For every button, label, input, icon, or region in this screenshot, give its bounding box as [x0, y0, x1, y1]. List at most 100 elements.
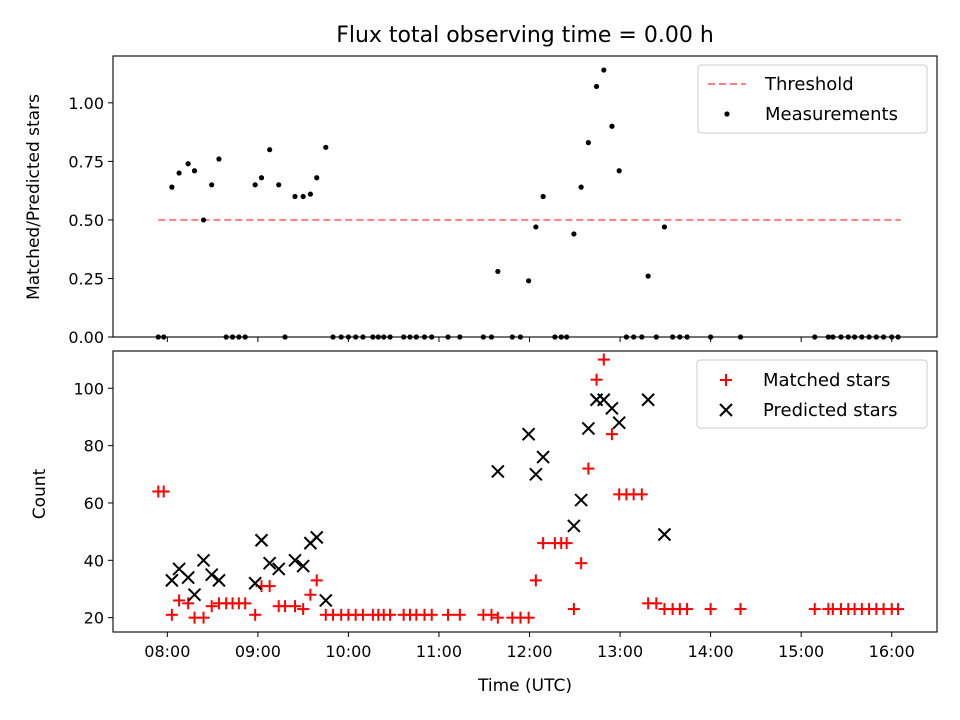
count-y-tick-label: 100	[73, 379, 104, 398]
matched-star-point	[453, 608, 466, 621]
count-y-tick-label: 80	[84, 437, 104, 456]
measurement-point	[533, 224, 539, 230]
matched-star-point	[310, 574, 323, 587]
matched-star-point	[560, 537, 573, 550]
matched-star-point	[442, 608, 455, 621]
matched-star-point	[249, 608, 262, 621]
count-y-tick-label: 60	[84, 494, 104, 513]
measurement-point	[185, 161, 191, 167]
matched-star-point	[597, 353, 610, 366]
measurement-point	[169, 184, 175, 190]
predicted-star-point	[310, 530, 324, 545]
predicted-star-point	[296, 559, 310, 573]
matched-star-point	[529, 574, 542, 587]
matched-star-point	[173, 594, 186, 607]
predicted-stars-legend-label: Predicted stars	[763, 400, 897, 421]
ratio-y-axis-ticks: 0.00 0.25 0.50 0.75 1.00	[68, 94, 113, 347]
predicted-star-point	[262, 556, 277, 570]
measurement-point	[300, 193, 306, 200]
count-x-tick-label: 11:00	[416, 642, 462, 661]
ratio-x-axis-ticks	[166, 337, 893, 342]
matched-star-point	[567, 603, 580, 616]
predicted-star-point	[204, 567, 219, 582]
measurements-legend-swatch	[724, 111, 730, 117]
matched-star-point	[182, 597, 195, 610]
matched-star-point	[384, 608, 397, 621]
count-x-tick-label: 13:00	[597, 642, 643, 661]
count-y-axis-label: Count	[30, 468, 50, 519]
ratio-y-tick-label: 1.00	[68, 94, 104, 113]
matched-star-point	[522, 611, 535, 624]
predicted-star-point	[212, 573, 226, 588]
predicted-star-point	[567, 519, 581, 533]
predicted-star-point	[187, 588, 202, 602]
matched-star-point	[263, 580, 276, 593]
predicted-star-point	[529, 467, 543, 482]
predicted-star-point	[574, 493, 588, 507]
matched-star-point	[289, 600, 302, 613]
matched-star-point	[590, 373, 603, 386]
matched-star-point	[892, 603, 905, 616]
measurement-point	[258, 175, 265, 181]
measurement-point	[252, 182, 258, 188]
time-x-axis-label: Time (UTC)	[477, 676, 572, 696]
predicted-star-point	[536, 450, 550, 464]
count-x-tick-label: 12:00	[506, 642, 552, 661]
matched-star-point	[304, 588, 317, 601]
matched-stars-legend-swatch	[720, 374, 732, 386]
measurement-point	[176, 170, 182, 176]
matched-star-point	[485, 608, 498, 621]
ratio-y-tick-label: 0.75	[68, 152, 104, 171]
ratio-marks	[155, 67, 901, 340]
measurement-point	[276, 182, 282, 188]
measurement-point	[616, 168, 622, 174]
matched-star-point	[650, 597, 663, 610]
predicted-star-point	[657, 527, 672, 542]
matched-star-point	[537, 537, 550, 550]
measurement-point	[526, 278, 532, 284]
measurement-point	[495, 268, 501, 275]
measurement-point	[200, 217, 207, 223]
predicted-star-point	[254, 533, 269, 547]
measurement-point	[571, 231, 577, 237]
measurements-legend-label: Measurements	[765, 104, 898, 125]
matched-star-point	[575, 557, 588, 570]
matched-stars-legend-label: Matched stars	[763, 370, 890, 391]
measurement-point	[593, 83, 600, 90]
measurement-point	[209, 182, 215, 188]
matched-star-point	[808, 603, 821, 616]
count-plot-frame	[112, 350, 938, 633]
matched-star-point	[157, 485, 170, 498]
ratio-y-tick-label: 0.00	[68, 328, 104, 347]
count-y-tick-label: 40	[84, 551, 104, 570]
measurement-point	[661, 224, 668, 230]
threshold-legend-label: Threshold	[764, 74, 854, 95]
matched-star-point	[425, 608, 438, 621]
predicted-star-point	[196, 553, 211, 568]
predicted-stars-legend-swatch	[719, 403, 733, 417]
predicted-star-point	[165, 573, 179, 588]
count-x-tick-label: 15:00	[778, 642, 824, 661]
predicted-star-point	[248, 576, 262, 590]
measurement-point	[292, 193, 298, 200]
measurement-point	[267, 147, 273, 153]
ratio-legend: Threshold Measurements	[697, 64, 928, 134]
count-x-tick-label: 08:00	[144, 642, 190, 661]
predicted-star-point	[288, 553, 302, 568]
count-legend: Matched stars Predicted stars	[696, 359, 928, 429]
count-x-tick-label: 10:00	[325, 642, 371, 661]
count-y-axis-ticks: 20 40 60 80 100	[73, 379, 113, 628]
matched-star-point	[297, 603, 310, 616]
predicted-star-point	[271, 562, 286, 576]
ratio-plot-frame	[112, 55, 938, 338]
predicted-star-point	[521, 427, 536, 441]
matched-star-point	[734, 603, 747, 616]
measurement-point	[645, 273, 651, 279]
matched-star-point	[582, 462, 595, 475]
matched-star-point	[704, 603, 717, 616]
matched-star-point	[635, 488, 648, 501]
measurement-point	[191, 168, 198, 174]
measurement-point	[609, 123, 615, 129]
measurement-point	[585, 140, 591, 146]
